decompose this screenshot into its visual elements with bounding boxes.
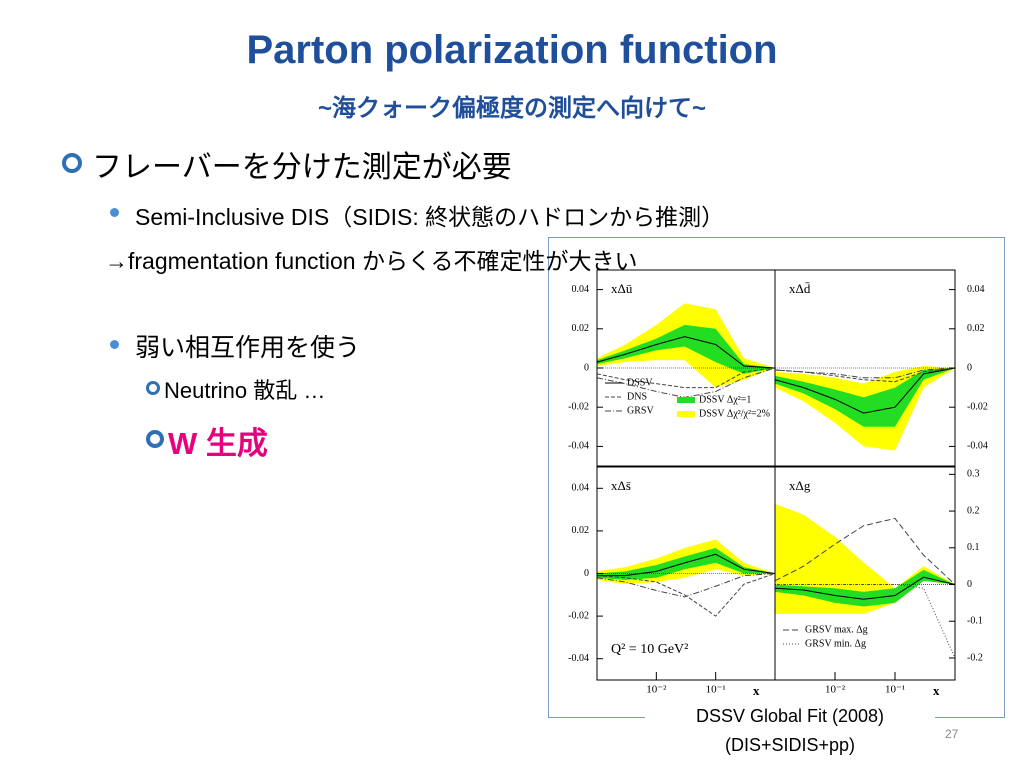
y-tick-label: -0.02	[568, 610, 589, 621]
error-band	[775, 569, 955, 607]
y-tick-label: -0.04	[568, 653, 589, 664]
y-tick-label: -0.02	[967, 401, 988, 412]
legend-label: GRSV min. Δg	[805, 638, 866, 649]
curve	[596, 367, 776, 389]
x-tick-label: 10⁻¹	[706, 684, 726, 696]
legend-label: DSSV Δχ²=1	[699, 394, 751, 405]
bullet-marker	[110, 340, 119, 349]
x-tick-label: 10⁻¹	[885, 684, 905, 696]
figure: 0.04 0.02 0 -0.02 -0.04 xΔū DSSV DNS GRSV DSSV Δχ…	[548, 237, 1005, 718]
panel-label: xΔd̄	[789, 281, 811, 296]
y-tick-label: 0	[584, 568, 589, 579]
curve	[774, 517, 956, 585]
y-tick-label: -0.2	[967, 652, 983, 663]
bullet-marker	[146, 430, 164, 448]
x-axis-label: x	[933, 683, 940, 698]
y-tick-label: 0.1	[967, 542, 980, 553]
y-tick-label: 0	[967, 579, 972, 590]
figure-frame	[548, 237, 1005, 718]
bullet: フレーバーを分けた測定が必要	[92, 151, 512, 184]
panel-label: xΔū	[611, 281, 633, 296]
y-tick-label: -0.1	[967, 616, 983, 627]
curve	[596, 573, 776, 617]
panel-label: xΔg	[789, 478, 811, 493]
curve	[596, 573, 776, 598]
caption-box	[645, 700, 935, 762]
y-tick-label: -0.04	[568, 441, 589, 452]
subtitle: ~海クォーク偏極度の測定へ向けて~	[317, 95, 707, 122]
y-tick-label: 0.02	[572, 525, 590, 536]
x-axis-label: x	[753, 683, 760, 698]
bullet: Semi-Inclusive DIS（SIDIS: 終状態のハドロンから推測）	[135, 204, 725, 230]
curve	[596, 336, 776, 369]
x-tick-label: 10⁻²	[825, 684, 846, 696]
bullet-marker	[110, 208, 119, 217]
bullet-marker	[146, 381, 160, 395]
curve	[597, 553, 776, 577]
curve	[774, 367, 956, 383]
error-band	[597, 547, 775, 580]
panel-label: xΔs̄	[611, 478, 631, 493]
error-band	[597, 324, 775, 374]
y-tick-label: 0.04	[572, 284, 590, 295]
bullet: W 生成	[168, 426, 268, 461]
y-tick-label: 0	[967, 362, 972, 373]
bullet-text: →fragmentation function からくる不確定性が大きい	[105, 248, 638, 274]
curve	[774, 367, 956, 379]
page-number: 27	[945, 727, 959, 741]
legend-label: DNS	[627, 391, 647, 402]
y-tick-label: 0	[584, 362, 589, 373]
curve	[774, 367, 956, 414]
y-tick-label: -0.02	[568, 401, 589, 412]
y-tick-label: -0.04	[967, 441, 988, 452]
legend-swatch	[677, 397, 695, 403]
legend-label: GRSV max. Δg	[805, 624, 868, 635]
y-tick-label: 0.2	[967, 505, 980, 516]
legend-label: DSSV Δχ²/χ²=2%	[699, 408, 770, 419]
y-tick-label: 0.02	[572, 323, 590, 334]
caption: DSSV Global Fit (2008)	[695, 706, 885, 726]
y-tick-label: 0.02	[967, 323, 985, 334]
panel-frame	[774, 466, 956, 681]
curve	[774, 576, 956, 600]
bullet-marker	[62, 153, 82, 173]
legend-label: DSSV	[627, 377, 653, 388]
y-tick-label: 0.3	[967, 469, 980, 480]
bullet: Neutrino 散乱 …	[164, 378, 326, 403]
legend-label: GRSV	[627, 405, 654, 416]
title: Parton polarization function	[246, 28, 778, 72]
error-band	[775, 368, 955, 427]
x-tick-label: 10⁻²	[646, 684, 667, 696]
bullet: 弱い相互作用を使う	[135, 334, 361, 362]
y-tick-label: 0.04	[967, 284, 985, 295]
y-tick-label: 0.04	[572, 483, 590, 494]
caption: (DIS+SIDIS+pp)	[724, 735, 856, 755]
legend-swatch	[677, 411, 695, 417]
annotation: Q² = 10 GeV²	[611, 642, 688, 657]
